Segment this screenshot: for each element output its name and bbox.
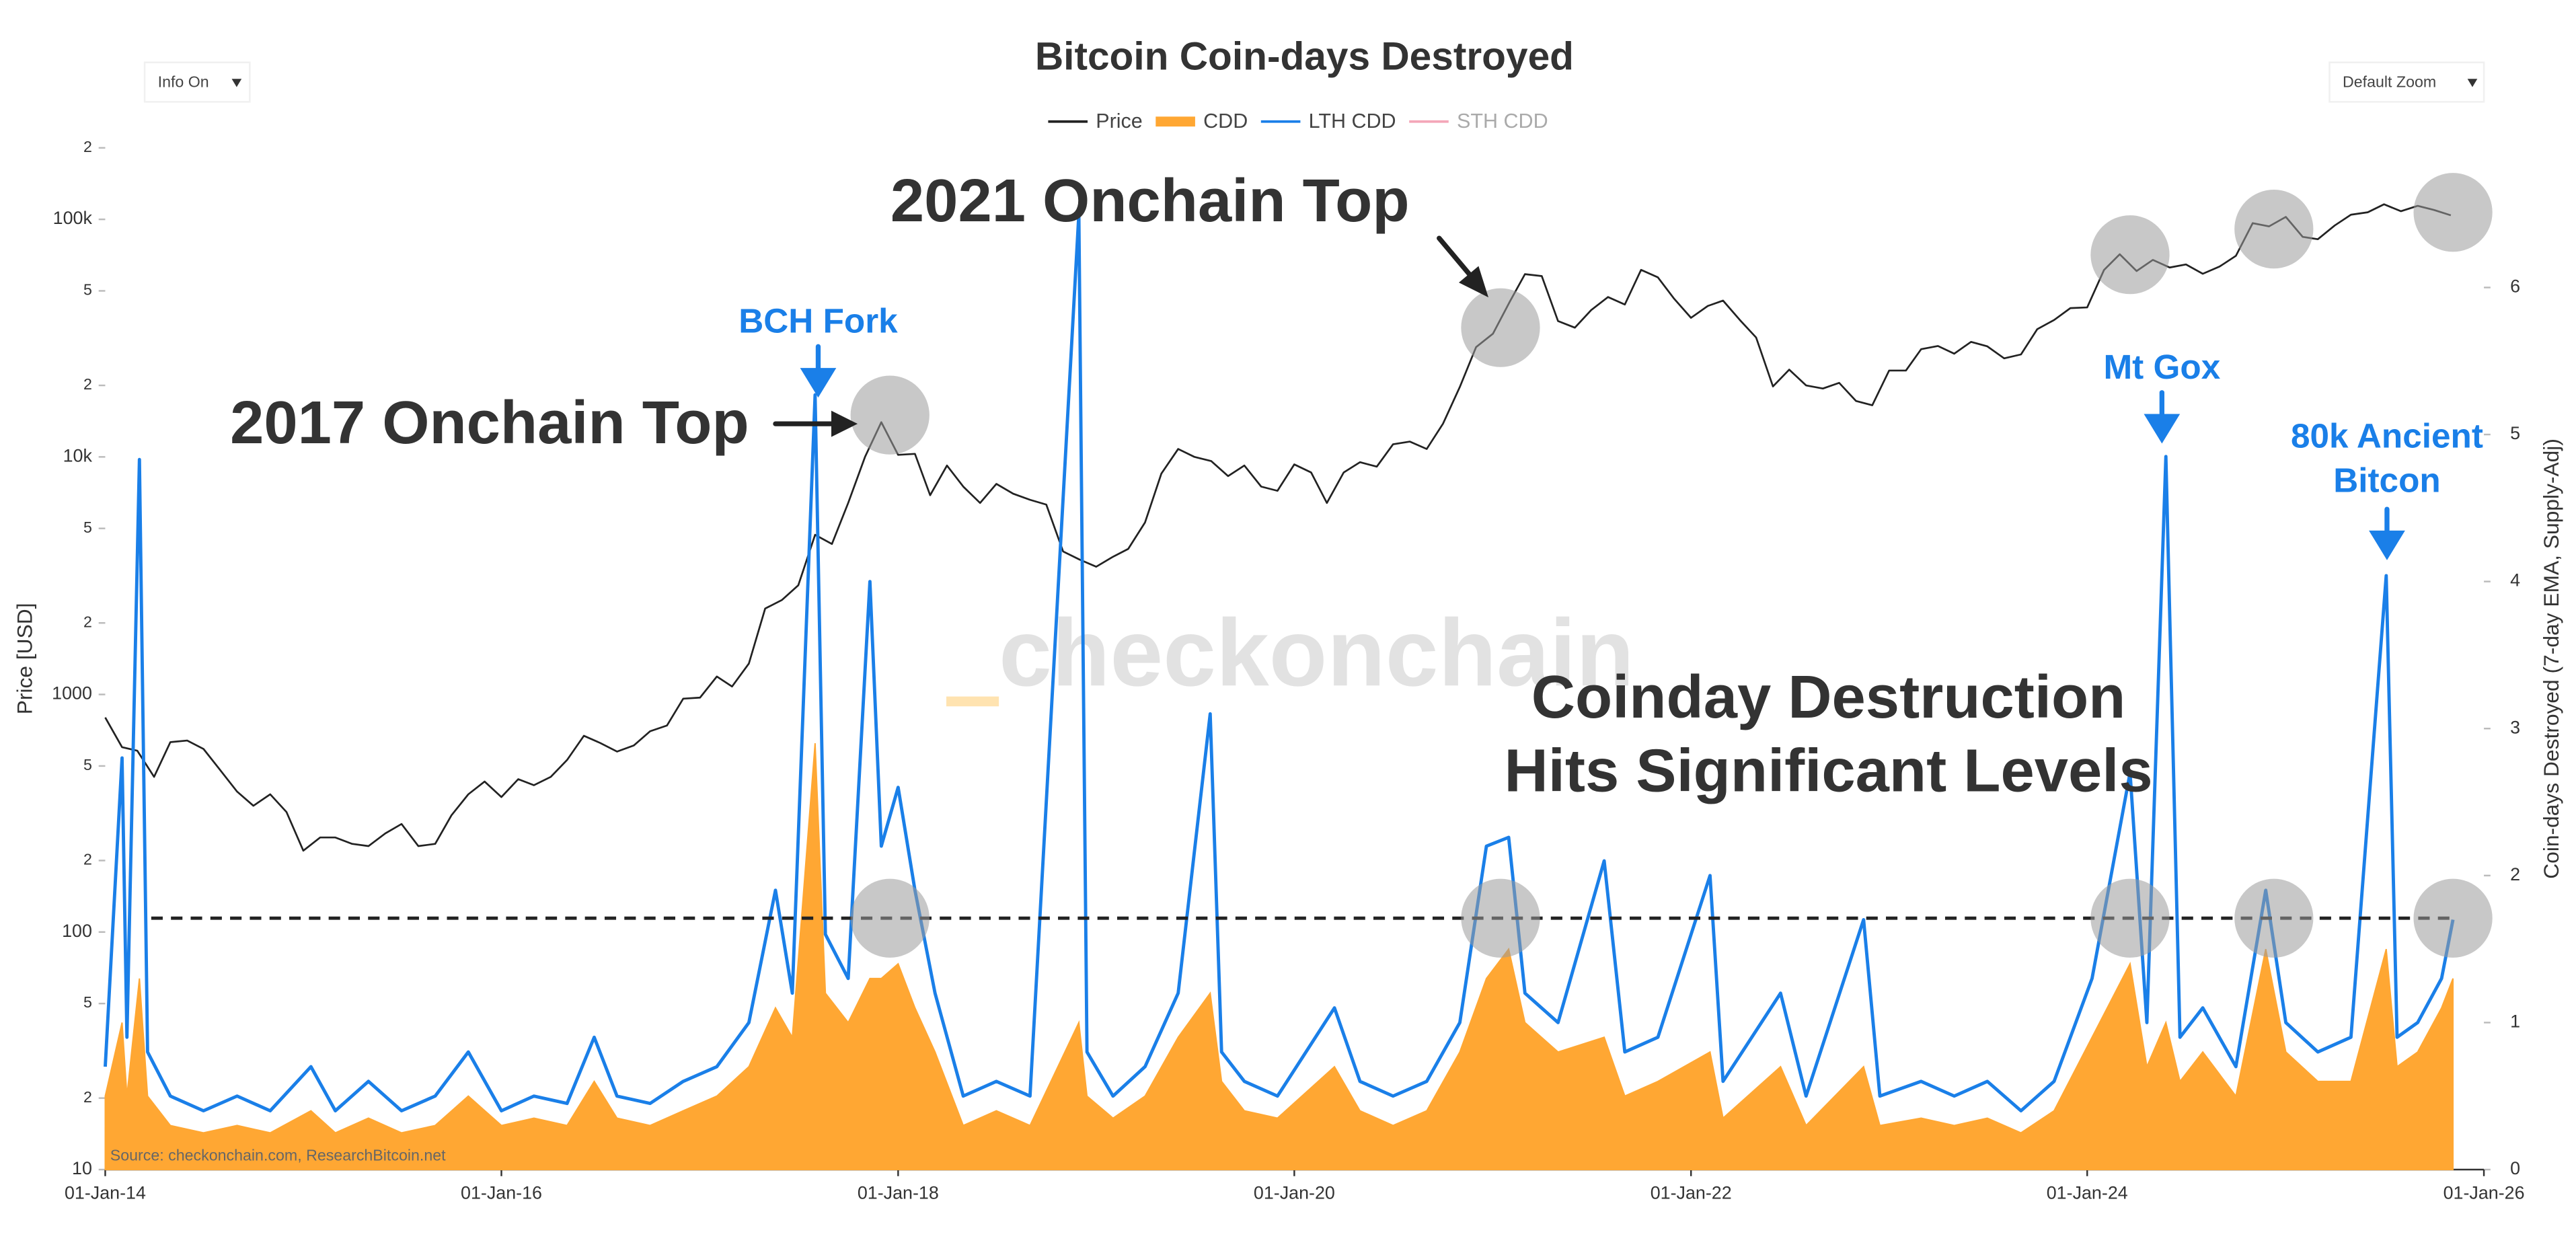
plot-area: 10 2 5 100 2 5 1000 2 5 10k 2 5 100k 2 0 1 2 3 4 5 6 01-Jan-1… bbox=[52, 138, 2524, 1203]
y2-tick-label: 6 bbox=[2510, 276, 2520, 297]
y-tick-label: 5 bbox=[83, 756, 92, 773]
annotation: Mt Gox bbox=[2103, 348, 2220, 386]
annotation: Hits Significant Levels bbox=[1505, 737, 2153, 805]
highlight-circle bbox=[2234, 189, 2314, 269]
x-tick-label: 01-Jan-14 bbox=[65, 1183, 146, 1203]
legend-label: LTH CDD bbox=[1309, 110, 1396, 132]
annotation: 2021 Onchain Top bbox=[891, 167, 1410, 235]
arrow-head bbox=[831, 410, 858, 437]
y2-tick-label: 2 bbox=[2510, 864, 2520, 884]
highlight-circle bbox=[850, 878, 930, 958]
y2-tick-label: 5 bbox=[2510, 423, 2520, 443]
annotation: Coinday Destruction bbox=[1531, 663, 2126, 731]
dropdown[interactable]: Info On bbox=[143, 61, 251, 103]
y-tick-label: 2 bbox=[83, 851, 92, 868]
dropdown-box[interactable] bbox=[2328, 61, 2485, 103]
arrow-head bbox=[2144, 414, 2181, 444]
dropdown-label[interactable]: Default Zoom bbox=[2343, 73, 2436, 90]
y2-axis-title: Coin-days Destroyed (7-day EMA, Supply-A… bbox=[2539, 439, 2563, 879]
y-tick-label: 2 bbox=[83, 1088, 92, 1106]
legend-label: STH CDD bbox=[1457, 110, 1548, 132]
y-tick-label: 2 bbox=[83, 613, 92, 630]
highlight-circle bbox=[2413, 878, 2493, 958]
dropdown[interactable]: Default Zoom bbox=[2328, 61, 2485, 103]
y-tick-label: 2 bbox=[83, 375, 92, 393]
dropdown-caret[interactable] bbox=[231, 79, 242, 87]
dropdown-caret[interactable] bbox=[2467, 79, 2478, 87]
annotation: 2017 Onchain Top bbox=[230, 389, 749, 457]
source-note: Source: checkonchain.com, ResearchBitcoi… bbox=[110, 1147, 446, 1164]
annotation: BCH Fork bbox=[738, 302, 898, 340]
arrow-head bbox=[1459, 266, 1488, 298]
y-tick-label: 10 bbox=[72, 1158, 92, 1178]
watermark: checkonchain bbox=[999, 600, 1634, 706]
highlight-circle bbox=[1461, 288, 1540, 367]
highlight-circle bbox=[850, 375, 930, 455]
x-tick-label: 01-Jan-22 bbox=[1651, 1183, 1732, 1203]
x-tick-label: 01-Jan-18 bbox=[858, 1183, 939, 1203]
arrows bbox=[773, 235, 2405, 560]
y-tick-label: 2 bbox=[83, 138, 92, 155]
arrow-head bbox=[2369, 530, 2405, 560]
y2-tick-label: 4 bbox=[2510, 570, 2520, 591]
watermark-bar bbox=[946, 696, 999, 707]
line bbox=[104, 203, 2452, 852]
highlight-circle bbox=[2413, 173, 2493, 252]
annotation: 80k Ancient bbox=[2291, 417, 2483, 455]
y-tick-label: 100k bbox=[53, 208, 93, 228]
legend-label: Price bbox=[1096, 110, 1143, 132]
dropdown-box[interactable] bbox=[143, 61, 251, 103]
y-tick-label: 100 bbox=[62, 921, 92, 941]
y2-tick-label: 0 bbox=[2510, 1158, 2520, 1178]
area bbox=[104, 743, 2454, 1170]
chart-title: Bitcoin Coin-days Destroyed bbox=[1035, 34, 1574, 78]
y-tick-label: 5 bbox=[83, 993, 92, 1011]
x-tick-label: 01-Jan-20 bbox=[1254, 1183, 1335, 1203]
y-tick-label: 5 bbox=[83, 519, 92, 536]
arrow bbox=[1437, 235, 1476, 282]
highlight-circle bbox=[1461, 878, 1540, 958]
annotation: Bitcon bbox=[2333, 461, 2441, 500]
y-tick-label: 10k bbox=[63, 445, 93, 465]
y2-tick-label: 1 bbox=[2510, 1012, 2520, 1032]
y-tick-label: 5 bbox=[83, 281, 92, 299]
x-tick-label: 01-Jan-24 bbox=[2047, 1183, 2128, 1203]
highlight-circle bbox=[2090, 215, 2170, 295]
arrow-head bbox=[800, 368, 837, 398]
y-tick-label: 1000 bbox=[52, 683, 92, 703]
highlight-circle bbox=[2090, 878, 2170, 958]
line bbox=[104, 212, 2455, 1112]
legend-label: CDD bbox=[1203, 110, 1248, 132]
y-axis-title: Price [USD] bbox=[13, 603, 37, 714]
highlight-circle bbox=[2234, 878, 2314, 958]
dropdown-label[interactable]: Info On bbox=[158, 73, 209, 90]
x-tick-label: 01-Jan-16 bbox=[461, 1183, 542, 1203]
x-tick-label: 01-Jan-26 bbox=[2444, 1183, 2525, 1203]
y2-tick-label: 3 bbox=[2510, 717, 2520, 737]
